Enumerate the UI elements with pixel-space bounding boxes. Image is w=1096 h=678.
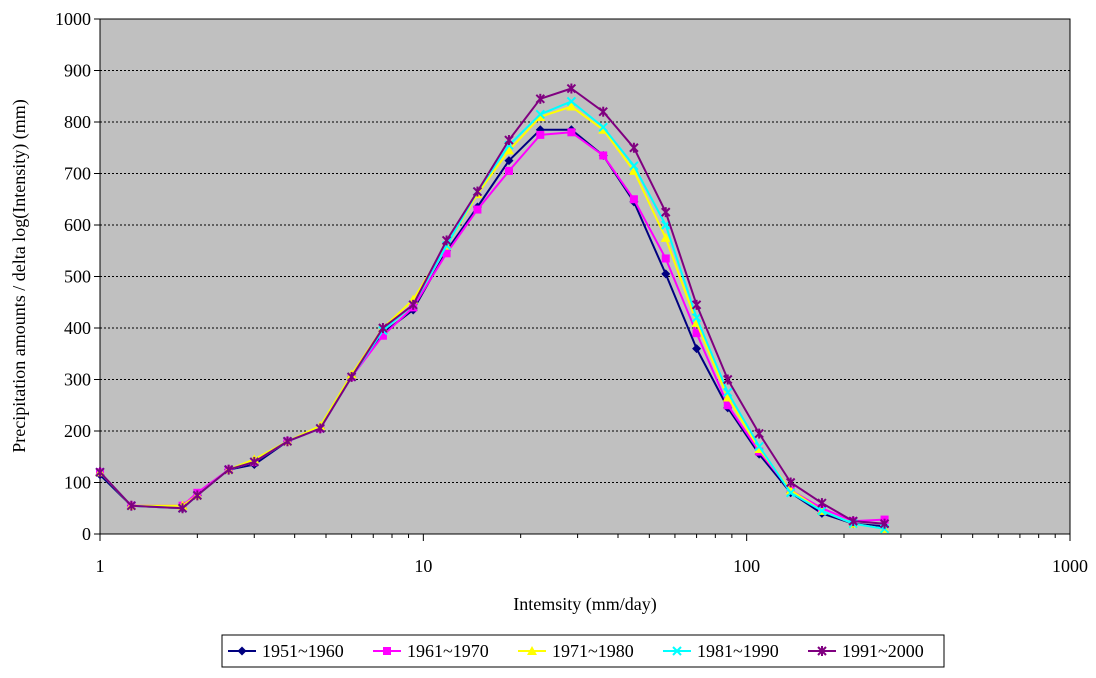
data-point (629, 161, 639, 171)
data-point (95, 467, 105, 478)
legend-marker (672, 646, 682, 656)
data-point (599, 151, 608, 160)
data-point (661, 269, 671, 279)
y-tick-label: 1000 (55, 9, 91, 29)
data-point (223, 464, 234, 475)
x-tick-label: 10 (414, 556, 432, 576)
data-point (567, 128, 576, 137)
data-point (660, 232, 671, 242)
data-point (722, 392, 733, 402)
y-tick-label: 700 (64, 164, 91, 184)
legend-label: 1951~1960 (262, 641, 344, 661)
data-point (378, 331, 387, 340)
legend-marker (237, 646, 247, 656)
tick-labels: 0 100 200 300 400 500 600 700 800 900 1000 1 10 100 10… (55, 9, 1088, 576)
legend-item: 1961~1970 (373, 641, 489, 661)
data-point (692, 329, 701, 338)
data-point (785, 485, 796, 495)
legend-marker (527, 646, 537, 655)
data-point (504, 156, 514, 166)
y-tick-label: 400 (64, 318, 91, 338)
legend-item: 1951~1960 (228, 641, 344, 661)
data-point (661, 254, 670, 263)
data-point (535, 109, 545, 119)
data-point (817, 498, 827, 509)
series-layer (95, 83, 890, 534)
data-point (504, 135, 514, 146)
legend-label: 1981~1990 (697, 641, 779, 661)
data-point (315, 423, 325, 434)
data-point (785, 488, 796, 498)
data-point (566, 101, 577, 111)
data-point (503, 145, 514, 155)
x-tick-label: 100 (733, 556, 760, 576)
legend-marker (383, 647, 391, 655)
data-point (628, 165, 639, 175)
grid-lines (100, 70, 1070, 483)
data-point (723, 401, 732, 410)
data-point (408, 299, 418, 310)
data-point (473, 205, 482, 214)
x-tick-label: 1000 (1052, 556, 1088, 576)
data-point (879, 518, 890, 529)
legend-label: 1971~1980 (552, 641, 634, 661)
data-point (441, 235, 452, 246)
legend-label: 1961~1970 (407, 641, 489, 661)
x-tick-label: 1 (96, 556, 105, 576)
data-point (629, 195, 638, 204)
y-tick-label: 500 (64, 267, 91, 287)
data-point (504, 166, 513, 175)
data-point (346, 371, 357, 382)
legend-label: 1991~2000 (842, 641, 924, 661)
data-point (126, 500, 137, 511)
legend-item: 1981~1990 (663, 641, 779, 661)
y-tick-label: 800 (64, 112, 91, 132)
y-tick-label: 200 (64, 421, 91, 441)
data-point (282, 436, 293, 447)
series-1991~2000 (95, 83, 890, 529)
x-axis-title: Intemsity (mm/day) (513, 594, 656, 615)
data-point (378, 323, 388, 333)
data-point (535, 93, 545, 104)
y-tick-label: 900 (64, 61, 91, 81)
data-point (817, 506, 827, 516)
data-point (442, 249, 451, 258)
data-point (598, 122, 608, 132)
legend-item: 1991~2000 (808, 641, 924, 661)
y-tick-label: 600 (64, 215, 91, 235)
data-point (723, 387, 733, 398)
data-point (192, 490, 203, 501)
legend: 1951~1960 1961~1970 1971~1980 1981~1990 1991… (221, 634, 945, 668)
data-point (692, 344, 702, 354)
y-tick-label: 0 (82, 524, 91, 544)
y-axis-title: Precipitation amounts / delta log(Intens… (9, 99, 30, 452)
data-point (566, 96, 577, 107)
legend-item: 1971~1980 (518, 641, 634, 661)
data-point (566, 83, 577, 94)
data-point (535, 111, 546, 121)
data-point (661, 207, 671, 218)
data-point (723, 374, 733, 385)
data-point (629, 142, 639, 153)
axes (94, 18, 1071, 541)
data-point (691, 299, 702, 310)
data-point (754, 428, 764, 439)
data-point (691, 312, 702, 323)
data-point (598, 106, 608, 117)
data-point (754, 441, 764, 452)
y-tick-label: 100 (64, 473, 91, 493)
legend-marker (817, 646, 827, 656)
y-tick-label: 300 (64, 370, 91, 390)
data-point (472, 186, 483, 197)
data-point (536, 130, 545, 139)
data-point (177, 503, 188, 514)
data-point (785, 477, 796, 488)
data-point (249, 456, 259, 467)
data-point (848, 516, 858, 527)
series-line (99, 87, 885, 525)
